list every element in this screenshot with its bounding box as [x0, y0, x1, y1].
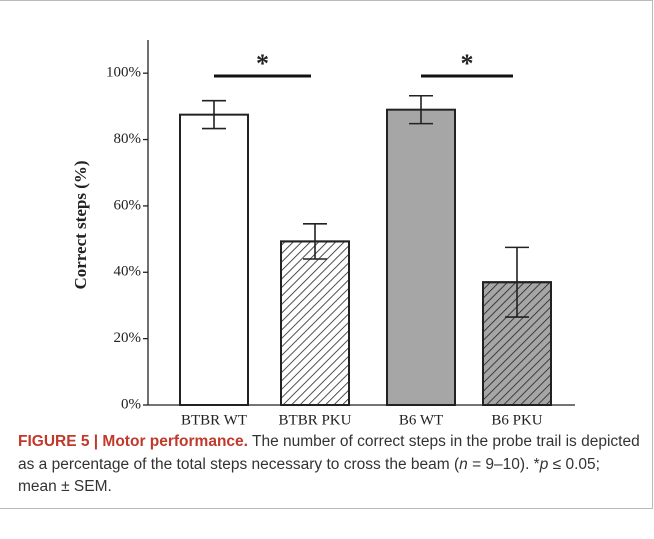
y-tick-label: 0%: [121, 396, 141, 412]
caption-text: ≤ 0.05; mean ± SEM.: [18, 455, 600, 496]
y-tick-label: 20%: [114, 330, 142, 346]
bar: [179, 113, 249, 406]
chart: Correct steps (%) 0% 20% 40% 60% 80% 100% BTBR…: [71, 40, 575, 428]
caption-text: The number of correct steps in the probe…: [18, 433, 640, 473]
x-tick-label: BTBR PKU: [279, 412, 352, 428]
x-tick-label: B6 WT: [399, 412, 443, 428]
bar-hatch: [280, 240, 350, 406]
y-tick-label: 60%: [114, 197, 142, 213]
caption-text: p: [539, 455, 549, 473]
y-tick-label: 100%: [106, 65, 141, 81]
y-tick-label: 80%: [114, 131, 142, 147]
bar: [386, 108, 456, 406]
y-tick-label: 40%: [114, 264, 142, 280]
y-axis-label: Correct steps (%): [71, 160, 90, 289]
caption-text: = 9–10). *: [467, 455, 540, 473]
frame: [0, 0, 653, 509]
significance-mark: *: [461, 49, 474, 78]
caption-label: FIGURE 5 | Motor performance.: [18, 433, 248, 450]
caption-text: n: [459, 455, 468, 473]
x-tick-label: B6 PKU: [491, 412, 542, 428]
significance-mark: *: [256, 49, 269, 78]
caption: FIGURE 5 | Motor performance. The number…: [18, 431, 643, 499]
x-tick-label: BTBR WT: [181, 412, 247, 428]
